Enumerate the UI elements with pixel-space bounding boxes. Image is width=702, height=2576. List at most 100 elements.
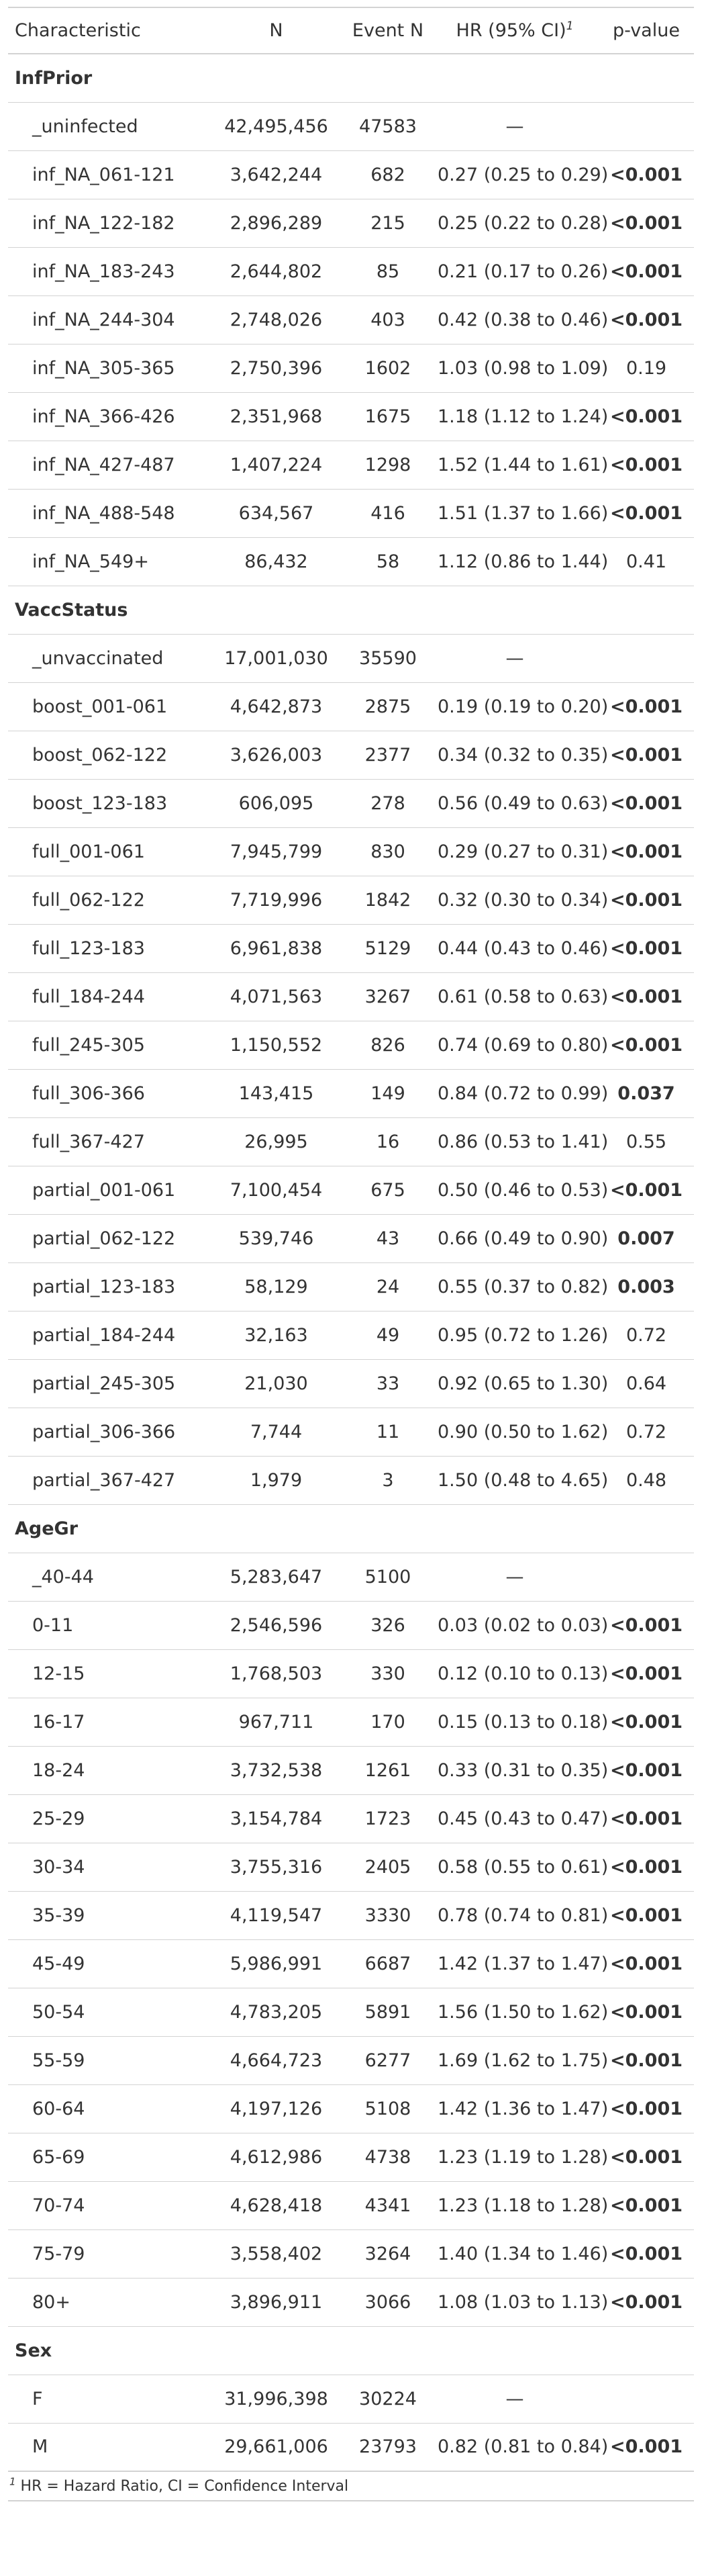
row-hr: 1.08 (1.03 to 1.13) [431, 2277, 608, 2326]
table-row: inf_NA_366-426 2,351,968 1675 1.18 (1.12 to… [8, 392, 694, 441]
row-hr: 0.45 (0.43 to 0.47) [431, 1794, 608, 1843]
table-row: _unvaccinated 17,001,030 35590— [8, 633, 694, 682]
row-p-value [599, 101, 694, 150]
regression-table-container: Characteristic N Event N HR (95% CI)1 p-… [8, 7, 694, 2501]
row-event-n: 24 [345, 1262, 431, 1311]
table-footer: 1 HR = Hazard Ratio, CI = Confidence Int… [8, 2471, 694, 2501]
row-n: 58,129 [207, 1262, 345, 1311]
row-label: 18-24 [8, 1745, 207, 1794]
row-p-value: <0.001 [599, 972, 694, 1021]
row-label: full_306-366 [8, 1068, 207, 1117]
table-row: full_306-366 143,415 149 0.84 (0.72 to 0.99… [8, 1068, 694, 1117]
row-n: 606,095 [207, 778, 345, 827]
row-hr: 0.15 (0.13 to 0.18) [431, 1697, 608, 1746]
table-row: full_245-305 1,150,552 826 0.74 (0.69 to 0.… [8, 1020, 694, 1069]
row-n: 4,071,563 [207, 972, 345, 1021]
row-n: 2,750,396 [207, 343, 345, 392]
table-row: partial_062-122 539,746 43 0.66 (0.49 to 0.… [8, 1213, 694, 1262]
table-row: inf_NA_061-121 3,642,244 682 0.27 (0.25 to … [8, 150, 694, 199]
row-event-n: 2875 [345, 682, 431, 731]
row-label: 16-17 [8, 1697, 207, 1746]
row-hr: 0.03 (0.02 to 0.03) [431, 1600, 608, 1649]
table-row: boost_062-122 3,626,003 2377 0.34 (0.32 to … [8, 730, 694, 779]
row-event-n: 830 [345, 827, 431, 876]
row-n: 539,746 [207, 1213, 345, 1262]
row-event-n: 30224 [345, 2374, 431, 2423]
table-row: _uninfected 42,495,456 47583— [8, 101, 694, 150]
row-event-n: 5891 [345, 1987, 431, 2036]
row-label: full_245-305 [8, 1020, 207, 1069]
row-n: 26,995 [207, 1117, 345, 1166]
row-hr: 0.50 (0.46 to 0.53) [431, 1165, 608, 1214]
row-event-n: 11 [345, 1407, 431, 1456]
row-event-n: 35590 [345, 633, 431, 682]
row-event-n: 49 [345, 1310, 431, 1359]
table-row: partial_367-427 1,979 3 1.50 (0.48 to 4.65)… [8, 1455, 694, 1504]
table-row: full_001-061 7,945,799 830 0.29 (0.27 to 0.… [8, 827, 694, 876]
row-event-n: 3 [345, 1455, 431, 1504]
table-row: 80+ 3,896,911 3066 1.08 (1.03 to 1.13) <0.00… [8, 2277, 694, 2326]
row-event-n: 58 [345, 537, 431, 586]
row-label: full_123-183 [8, 923, 207, 972]
row-label: inf_NA_488-548 [8, 488, 207, 537]
row-n: 3,626,003 [207, 730, 345, 779]
row-p-value: <0.001 [599, 2277, 694, 2326]
row-label: 25-29 [8, 1794, 207, 1843]
row-label: 45-49 [8, 1939, 207, 1988]
group-label: InfPrior [8, 53, 694, 102]
row-label: full_062-122 [8, 875, 207, 924]
row-n: 31,996,398 [207, 2374, 345, 2423]
group-label: Sex [8, 2326, 694, 2375]
row-p-value: <0.001 [599, 1165, 694, 1214]
row-event-n: 3330 [345, 1890, 431, 1939]
row-p-value: <0.001 [599, 2422, 694, 2471]
row-hr: 1.69 (1.62 to 1.75) [431, 2035, 608, 2084]
table-row: 60-64 4,197,126 5108 1.42 (1.36 to 1.47) <0.… [8, 2084, 694, 2133]
row-hr: 1.23 (1.18 to 1.28) [431, 2180, 608, 2229]
row-p-value: <0.001 [599, 1745, 694, 1794]
row-hr: 0.27 (0.25 to 0.29) [431, 150, 608, 199]
row-event-n: 278 [345, 778, 431, 827]
row-hr: 0.34 (0.32 to 0.35) [431, 730, 608, 779]
row-label: _uninfected [8, 101, 207, 150]
row-p-value: <0.001 [599, 1842, 694, 1891]
row-p-value: 0.007 [599, 1213, 694, 1262]
row-p-value: <0.001 [599, 1649, 694, 1698]
row-n: 21,030 [207, 1359, 345, 1408]
row-hr: 0.44 (0.43 to 0.46) [431, 923, 608, 972]
row-hr: 0.33 (0.31 to 0.35) [431, 1745, 608, 1794]
group-label: AgeGr [8, 1504, 694, 1553]
row-p-value: <0.001 [599, 1020, 694, 1069]
table-row: 50-54 4,783,205 5891 1.56 (1.50 to 1.62) <0.… [8, 1987, 694, 2036]
table-row: inf_NA_244-304 2,748,026 403 0.42 (0.38 to … [8, 295, 694, 344]
row-hr: 0.25 (0.22 to 0.28) [431, 198, 608, 247]
row-label: inf_NA_305-365 [8, 343, 207, 392]
row-hr: — [431, 633, 599, 682]
row-p-value: <0.001 [599, 440, 694, 489]
row-hr: 0.61 (0.58 to 0.63) [431, 972, 608, 1021]
row-hr: 0.86 (0.53 to 1.41) [431, 1117, 608, 1166]
row-hr: 0.95 (0.72 to 1.26) [431, 1310, 608, 1359]
row-hr: 1.40 (1.34 to 1.46) [431, 2229, 608, 2278]
row-event-n: 149 [345, 1068, 431, 1117]
table-row: 25-29 3,154,784 1723 0.45 (0.43 to 0.47) <0.… [8, 1794, 694, 1843]
row-n: 1,768,503 [207, 1649, 345, 1698]
table-row: 0-11 2,546,596 326 0.03 (0.02 to 0.03) <0.00… [8, 1600, 694, 1649]
table-row: boost_123-183 606,095 278 0.56 (0.49 to 0.6… [8, 778, 694, 827]
row-hr: 0.92 (0.65 to 1.30) [431, 1359, 608, 1408]
row-n: 7,945,799 [207, 827, 345, 876]
row-event-n: 1602 [345, 343, 431, 392]
row-label: 70-74 [8, 2180, 207, 2229]
row-hr: 1.42 (1.37 to 1.47) [431, 1939, 608, 1988]
row-n: 2,896,289 [207, 198, 345, 247]
footnote-text: HR = Hazard Ratio, CI = Confidence Inter… [15, 2477, 349, 2495]
row-n: 4,197,126 [207, 2084, 345, 2133]
row-p-value: <0.001 [599, 2084, 694, 2133]
row-hr: 0.78 (0.74 to 0.81) [431, 1890, 608, 1939]
row-n: 1,979 [207, 1455, 345, 1504]
row-p-value: <0.001 [599, 682, 694, 731]
row-n: 7,744 [207, 1407, 345, 1456]
row-label: 12-15 [8, 1649, 207, 1698]
table-body: InfPrior _uninfected 42,495,456 47583— inf_N… [8, 53, 694, 2471]
row-p-value: <0.001 [599, 2229, 694, 2278]
